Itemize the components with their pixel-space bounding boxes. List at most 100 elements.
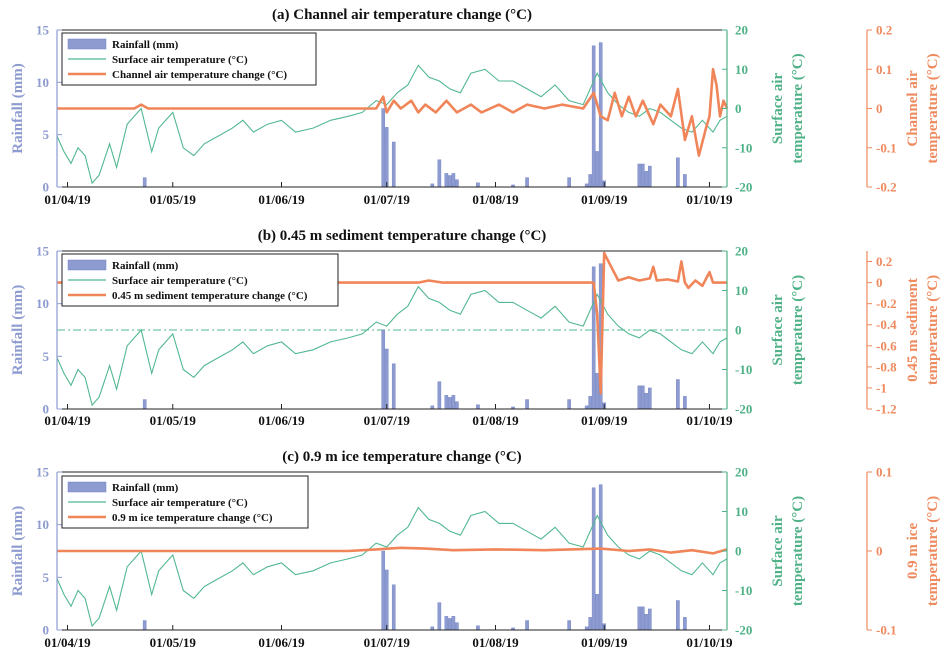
right-tick-label: 0.2 (876, 254, 892, 269)
rainfall-bar-17 (595, 593, 600, 631)
rainfall-bar-21 (641, 606, 645, 631)
rainfall-bar-10 (476, 404, 480, 410)
left-tick-label: 15 (36, 23, 50, 38)
rainfall-bar-6 (444, 173, 449, 188)
temperature-change-line (57, 251, 727, 395)
rainfall-bar-2 (384, 127, 389, 188)
left-tick-label: 15 (36, 244, 50, 259)
left-axis-title: Rainfall (mm) (10, 63, 26, 153)
rainfall-bar-9 (455, 401, 459, 410)
temperature-change-line (57, 67, 729, 157)
rainfall-bar-23 (648, 165, 652, 188)
panel-a: (a) Channel air temperature change (°C) 0… (10, 7, 941, 207)
panel-title: (a) Channel air temperature change (°C) (272, 7, 532, 23)
surface-air-temperature-line (56, 64, 728, 185)
rainfall-bar-20 (637, 163, 642, 188)
mid-tick-label: -20 (735, 180, 752, 195)
rainfall-bar-24 (676, 600, 680, 631)
x-tick-label: 01/10/19 (686, 192, 733, 207)
rainfall-bar-17 (595, 151, 600, 188)
mid-tick-label: 10 (735, 283, 748, 298)
right-tick-label: -0.2 (876, 180, 897, 195)
x-tick-label: 01/09/19 (581, 192, 628, 207)
mid-tick-label: 0 (735, 101, 742, 116)
rainfall-bar-13 (567, 399, 571, 410)
mid-axis-title-line: temperature (°C) (790, 53, 806, 163)
rainfall-bar-24 (676, 379, 680, 410)
rainfall-bar-1 (381, 329, 386, 410)
right-tick-label: 0 (876, 544, 883, 559)
left-tick-label: 0 (43, 402, 50, 417)
surface-air-temperature-line (56, 506, 728, 628)
rainfall-bar-21 (641, 163, 645, 188)
mid-axis-title-line: temperature (°C) (790, 496, 806, 606)
rainfall-bar-13 (567, 177, 571, 188)
rainfall-bar-23 (648, 387, 652, 410)
right-tick-label: -0.8 (876, 359, 897, 374)
mid-axis-title-line: Surface air (770, 294, 786, 366)
rainfall-bar-5 (437, 602, 442, 631)
mid-axis-title-line: Surface air (770, 73, 786, 145)
rainfall-bar-12 (525, 177, 529, 188)
mid-tick-label: 20 (735, 465, 748, 480)
rainfall-bar-9 (455, 622, 459, 631)
x-tick-label: 01/07/19 (364, 413, 411, 428)
legend-entry: Surface air temperature (°C) (112, 54, 248, 66)
mid-tick-label: 10 (735, 504, 748, 519)
panel-c: (c) 0.9 m ice temperature change (°C) 01/… (10, 449, 941, 650)
left-tick-label: 0 (43, 180, 50, 195)
x-tick-label: 01/07/19 (364, 192, 411, 207)
legend-entry: Rainfall (mm) (112, 39, 179, 51)
rainfall-bar-10 (476, 625, 480, 631)
legend-entry: Surface air temperature (°C) (112, 275, 248, 287)
mid-tick-label: 0 (735, 544, 742, 559)
right-tick-label: -0.1 (876, 623, 897, 638)
rainfall-bar-0 (142, 399, 147, 410)
right-tick-label: 0.1 (876, 62, 892, 77)
mid-axis-title-line: Surface air (770, 515, 786, 587)
rainfall-bar-15 (588, 396, 592, 410)
temperature-change-line (57, 546, 728, 555)
mid-tick-label: -10 (735, 140, 752, 155)
x-tick-label: 01/06/19 (258, 192, 305, 207)
rainfall-bar-20 (637, 385, 642, 410)
x-tick-label: 01/04/19 (44, 192, 91, 207)
rainfall-bar-2 (384, 569, 389, 631)
rainfall-bar-1 (381, 108, 386, 188)
rainfall-bar-8 (451, 395, 456, 410)
rainfall-bar-1 (381, 550, 386, 631)
right-axis-title-line: temperature (°C) (925, 275, 941, 385)
left-tick-label: 10 (36, 296, 49, 311)
rainfall-bar-20 (637, 606, 642, 631)
rainfall-bar-5 (437, 381, 442, 410)
right-tick-label: 0 (876, 275, 883, 290)
legend-entry: 0.9 m ice temperature change (°C) (112, 512, 273, 524)
rainfall-bar-22 (644, 393, 649, 410)
left-tick-label: 5 (43, 127, 50, 142)
rainfall-bar-3 (391, 584, 396, 631)
rainfall-bar-15 (588, 174, 592, 188)
rainfall-bar-7 (448, 397, 452, 410)
rainfall-bar-16 (591, 45, 596, 188)
left-tick-label: 15 (36, 465, 50, 480)
x-tick-label: 01/05/19 (150, 635, 197, 650)
rainfall-bar-9 (455, 179, 459, 188)
legend-entry: 0.45 m sediment temperature change (°C) (112, 290, 308, 302)
x-tick-label: 01/10/19 (686, 413, 733, 428)
left-tick-label: 10 (36, 517, 49, 532)
rainfall-bar-8 (451, 173, 456, 188)
x-tick-label: 01/10/19 (686, 635, 733, 650)
rainfall-bar-7 (448, 175, 452, 188)
rainfall-bar-13 (567, 620, 571, 631)
x-tick-label: 01/09/19 (581, 413, 628, 428)
rainfall-bar-25 (683, 174, 687, 188)
rainfall-bar-23 (648, 608, 652, 631)
x-tick-label: 01/05/19 (150, 413, 197, 428)
rainfall-bar-5 (437, 159, 442, 188)
rainfall-bar-15 (588, 617, 592, 631)
rainfall-bar-18 (598, 484, 603, 631)
rainfall-bar-3 (391, 363, 396, 410)
mid-tick-label: -10 (735, 583, 752, 598)
mid-tick-label: -20 (735, 402, 752, 417)
mid-tick-label: -20 (735, 623, 752, 638)
